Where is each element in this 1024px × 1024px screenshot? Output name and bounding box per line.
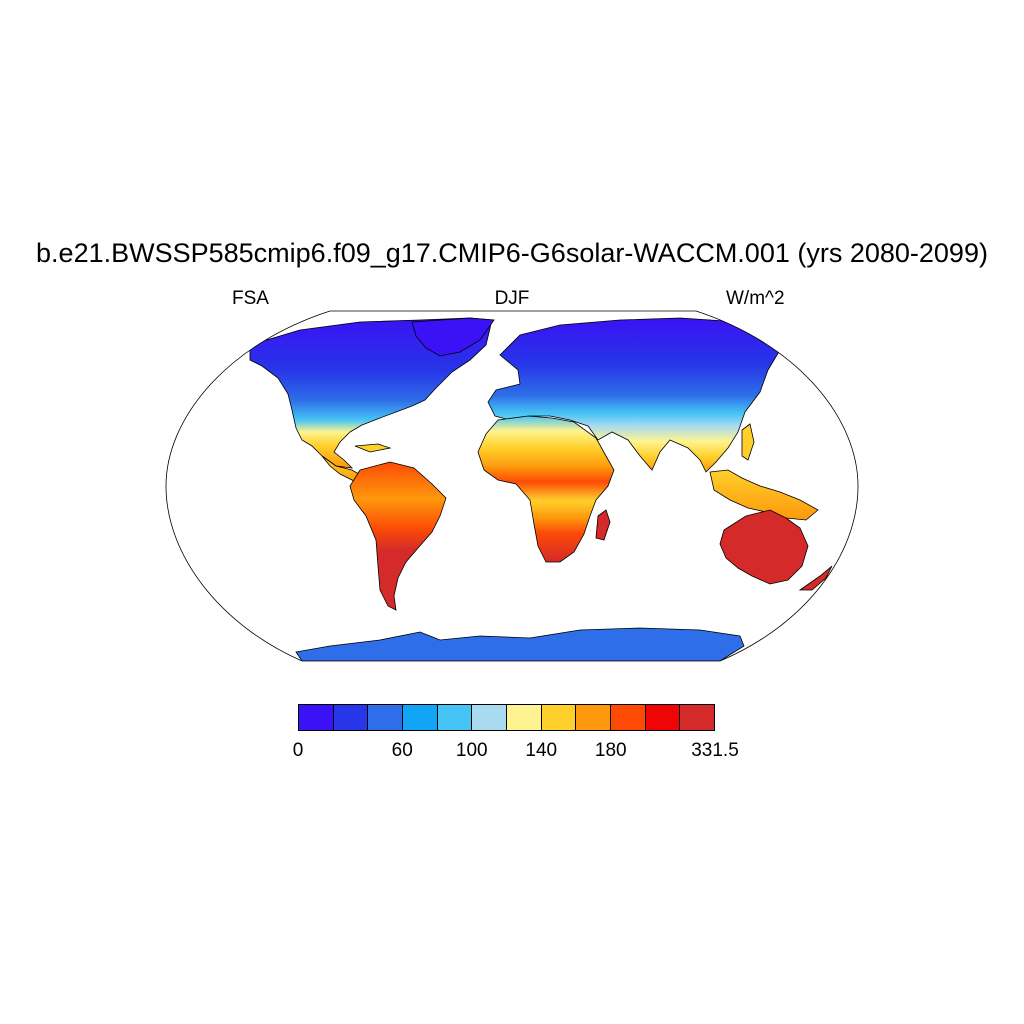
colorbar <box>298 704 715 731</box>
colorbar-box-10 <box>645 705 681 730</box>
colorbar-box-5 <box>472 705 508 730</box>
right-string: W/m^2 <box>726 288 785 309</box>
colorbar-box-7 <box>541 705 577 730</box>
colorbar-tick-label: 0 <box>292 740 304 761</box>
land-australia <box>719 509 809 585</box>
left-string: FSA <box>232 288 269 309</box>
land-new-zealand <box>798 565 833 591</box>
colorbar-box-2 <box>368 705 404 730</box>
plot-title: b.e21.BWSSP585cmip6.f09_g17.CMIP6-G6sola… <box>36 238 988 268</box>
colorbar-box-8 <box>576 705 612 730</box>
colorbar-box-1 <box>333 705 369 730</box>
land-south-america <box>349 461 447 611</box>
colorbar-box-0 <box>299 705 334 730</box>
colorbar-tick-label: 331.5 <box>691 740 739 761</box>
land-madagascar <box>595 509 611 541</box>
colorbar-box-9 <box>611 705 646 730</box>
colorbar-tick-label: 100 <box>455 740 488 761</box>
colorbar-box-6 <box>507 705 542 730</box>
globe-outline <box>165 310 859 662</box>
colorbar-box-4 <box>437 705 473 730</box>
colorbar-box-3 <box>403 705 438 730</box>
colorbar-tick-label: 60 <box>391 740 413 761</box>
land-caribbean <box>354 443 392 453</box>
land-greenland <box>411 317 495 357</box>
colorbar-tick-label: 140 <box>525 740 558 761</box>
land-maritime-asia <box>709 469 819 521</box>
land-africa <box>477 415 615 563</box>
land-japan <box>741 423 755 461</box>
land-antarctica <box>295 627 745 661</box>
center-string: DJF <box>494 288 530 309</box>
colorbar-box-11 <box>680 705 715 730</box>
colorbar-tick-label: 180 <box>594 740 627 761</box>
